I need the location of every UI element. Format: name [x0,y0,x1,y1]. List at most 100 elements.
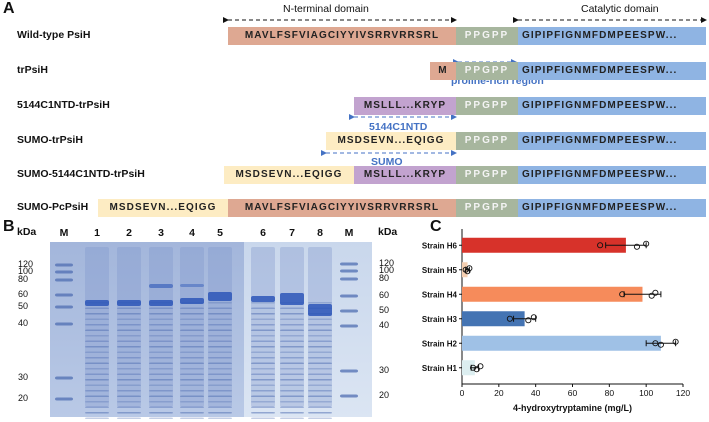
minor-band [180,340,204,342]
minor-band [308,302,332,304]
minor-band [117,379,141,381]
minor-band [280,357,304,359]
minor-band [85,379,109,381]
minor-band [180,401,204,403]
minor-band [180,379,204,381]
marker-band [55,293,73,297]
gel-image [50,242,372,419]
mw-label: 60 [18,289,29,299]
segment-sumo: MSDSEVN...EQIGG [326,132,456,150]
minor-band [180,395,204,397]
segment-cat: GIPIPFIGNMFDMPEESPW... [518,97,706,115]
minor-band [85,335,109,337]
segment-m: M [430,62,456,80]
lane-label: M [344,227,354,239]
minor-band [251,318,275,320]
x-tick-label: 40 [531,388,541,398]
lane-label: 8 [317,227,323,239]
minor-band [251,340,275,342]
minor-band [85,373,109,375]
data-point [648,292,655,299]
minor-band [308,368,332,370]
lane-label: M [59,227,69,239]
minor-band [251,384,275,386]
minor-band [149,362,173,364]
marker-band [55,270,73,274]
minor-band [280,379,304,381]
minor-band [117,417,141,419]
minor-band [180,329,204,331]
minor-band [180,390,204,392]
minor-band [149,395,173,397]
data-point [466,265,473,272]
minor-band [308,384,332,386]
minor-band [85,346,109,348]
marker-band [340,277,358,281]
mw-label: 60 [379,290,390,300]
segment-cat: GIPIPFIGNMFDMPEESPW... [518,166,706,184]
minor-band [180,373,204,375]
minor-band [149,357,173,359]
minor-band [208,395,232,397]
construct-name: trPsiH [17,64,48,76]
minor-band [280,401,304,403]
segment-ppg: PPGPP [456,62,518,80]
minor-band [251,324,275,326]
minor-band [180,313,204,315]
category-label: Strain H5 [422,266,458,275]
minor-band [208,324,232,326]
data-point [470,364,477,371]
minor-band [308,346,332,348]
lane-smear [149,247,173,407]
minor-band [149,417,173,419]
minor-band [280,412,304,414]
minor-band [85,357,109,359]
lane-smear [117,247,141,407]
expressed-band [149,300,173,306]
minor-band [117,412,141,414]
lane-label: 7 [289,227,295,239]
minor-band [251,329,275,331]
data-point [597,242,604,249]
expressed-band [208,292,232,301]
data-point [473,366,480,373]
mw-label: 80 [18,274,29,284]
nt-region-label: 5144C1NTD [369,121,428,133]
data-point [672,338,679,345]
minor-band [85,368,109,370]
minor-band [208,307,232,309]
lane-label: 6 [260,227,266,239]
minor-band [149,384,173,386]
minor-band [280,324,304,326]
construct-name: SUMO-trPsiH [17,134,83,146]
segment-cat: GIPIPFIGNMFDMPEESPW... [518,62,706,80]
minor-band [208,362,232,364]
bar [462,286,643,302]
mw-label: 80 [379,273,390,283]
minor-band [117,390,141,392]
minor-band [251,390,275,392]
minor-band [117,406,141,408]
minor-band [117,368,141,370]
minor-band [251,373,275,375]
minor-band [280,362,304,364]
minor-band [251,406,275,408]
minor-band [180,406,204,408]
data-point [652,340,659,347]
minor-band [85,362,109,364]
minor-band [85,324,109,326]
minor-band [180,357,204,359]
bar [462,311,525,327]
minor-band [308,379,332,381]
minor-band [251,307,275,309]
segment-sumo: MSDSEVN...EQIGG [224,166,354,184]
minor-band [180,362,204,364]
minor-band [117,346,141,348]
minor-band [117,401,141,403]
minor-band [180,307,204,309]
minor-band [85,313,109,315]
minor-band [117,307,141,309]
minor-band [117,351,141,353]
mw-label: 40 [18,318,29,328]
minor-band [208,401,232,403]
